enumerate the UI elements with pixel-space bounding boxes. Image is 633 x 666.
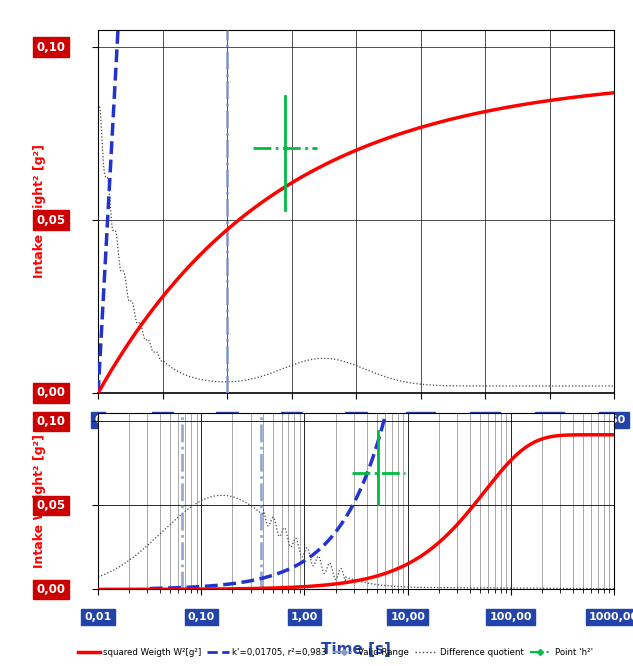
Legend: squared Weigth W²[g²], k'=0,01705, r²=0,983, Valid Range, Difference quotient, P: squared Weigth W²[g²], k'=0,01705, r²=0,… [75,645,596,661]
Text: 0,00: 0,00 [36,583,65,596]
Text: 0,10: 0,10 [36,41,65,54]
Text: 100: 100 [409,415,432,425]
Text: 0,10: 0,10 [187,611,215,621]
Text: 100,00: 100,00 [489,611,532,621]
Text: 1,00: 1,00 [291,611,318,621]
Text: 160: 160 [603,415,625,425]
Text: 0,00: 0,00 [36,386,65,400]
Y-axis label: Intake Weight² [g²]: Intake Weight² [g²] [33,434,46,568]
Text: Time [s]: Time [s] [321,642,391,657]
Y-axis label: Intake Weight² [g²]: Intake Weight² [g²] [33,145,46,278]
Text: 1000,00: 1000,00 [589,611,633,621]
Text: 60: 60 [284,415,299,425]
Text: 40: 40 [220,415,235,425]
Text: 10,00: 10,00 [390,611,425,621]
Text: 140: 140 [538,415,561,425]
Text: 0,10: 0,10 [36,415,65,428]
Text: 0,01: 0,01 [84,611,112,621]
Text: 80: 80 [348,415,364,425]
Text: 0: 0 [94,415,102,425]
Text: 120: 120 [473,415,497,425]
Text: 0,05: 0,05 [36,214,65,226]
Text: 20: 20 [155,415,170,425]
Text: 0,05: 0,05 [36,499,65,512]
